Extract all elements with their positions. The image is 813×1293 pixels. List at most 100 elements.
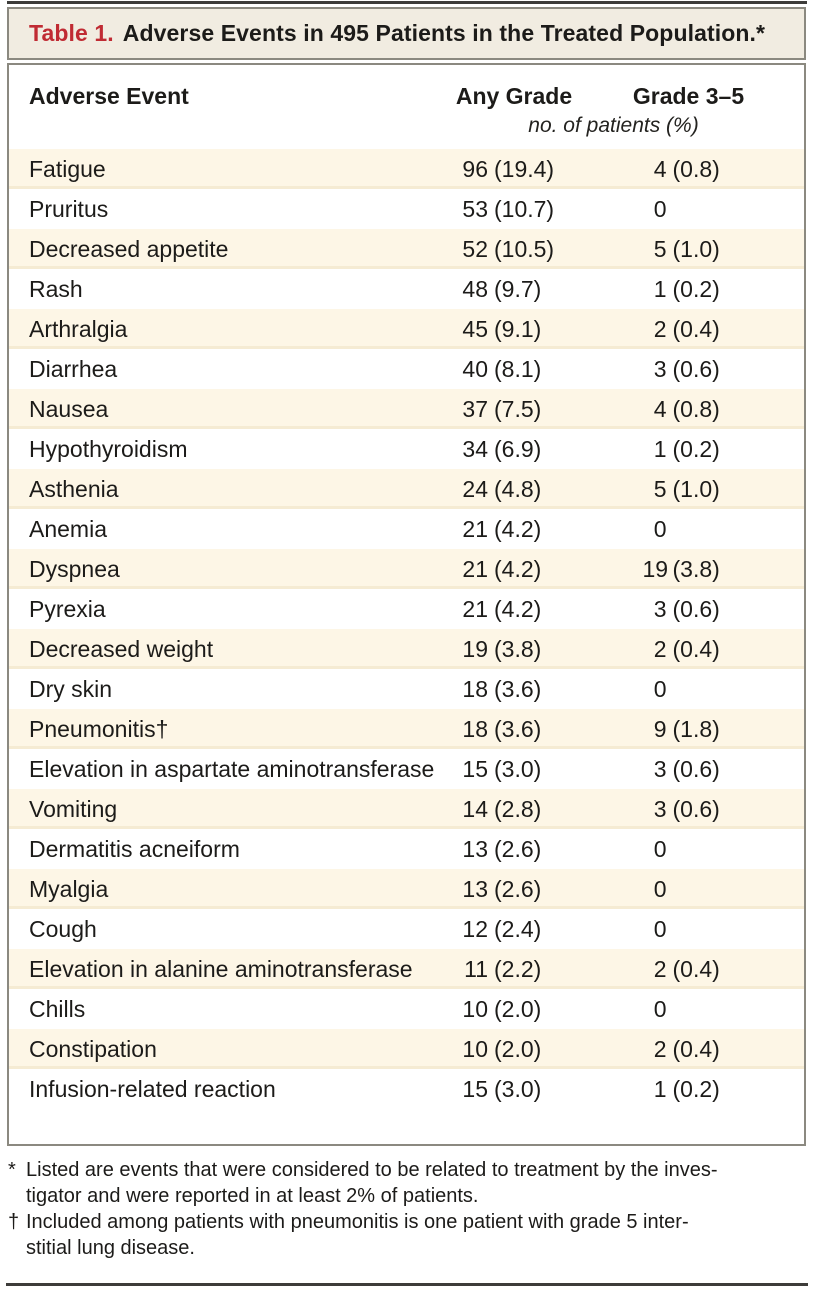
patient-count: 0 (653, 675, 667, 702)
patient-count: 9 (653, 715, 667, 742)
any-grade-cell: 10 (2.0) (439, 1036, 589, 1063)
value-wrap: 10 (2.0) (460, 996, 568, 1023)
adverse-event-cell: Anemia (29, 515, 107, 542)
table-row: Vomiting 14 (2.8) 3 (0.6) (9, 789, 804, 829)
adverse-event-cell: Hypothyroidism (29, 435, 188, 462)
any-grade-cell: 96 (19.4) (439, 156, 589, 183)
patient-count: 34 (462, 435, 488, 462)
any-grade-cell: 13 (2.6) (439, 836, 589, 863)
patient-percent: (3.0) (494, 755, 542, 782)
any-grade-cell: 10 (2.0) (439, 996, 589, 1023)
patient-percent: (3.6) (494, 715, 542, 742)
table-row: Dermatitis acneiform 13 (2.6) 0 (9, 829, 804, 869)
value-wrap: 12 (2.4) (460, 916, 568, 943)
adverse-event-cell: Dry skin (29, 675, 113, 702)
patient-count: 4 (653, 155, 667, 182)
value-wrap: 21 (4.2) (460, 596, 568, 623)
footnote-symbol: * (8, 1159, 16, 1181)
value-wrap: 0 (643, 916, 735, 943)
bottom-rule (6, 1283, 808, 1286)
table-row: Constipation 10 (2.0) 2 (0.4) (9, 1029, 804, 1069)
grade-3-5-cell: 4 (0.8) (589, 396, 788, 423)
patient-count: 10 (462, 995, 488, 1022)
value-wrap: 19 (3.8) (460, 636, 568, 663)
patient-percent: (3.8) (672, 555, 720, 582)
grade-3-5-cell: 5 (1.0) (589, 476, 788, 503)
patient-percent: (0.6) (672, 595, 720, 622)
adverse-event-cell: Chills (29, 995, 86, 1022)
value-wrap: 0 (643, 996, 735, 1023)
any-grade-cell: 11 (2.2) (439, 956, 589, 983)
table-row: Elevation in alanine aminotransferase 11(… (9, 949, 804, 989)
value-wrap: 14 (2.8) (460, 796, 568, 823)
patient-percent: (0.4) (672, 1035, 720, 1062)
patient-count: 0 (653, 195, 667, 222)
any-grade-cell: 37 (7.5) (439, 396, 589, 423)
adverse-event-cell: Dermatitis acneiform (29, 835, 240, 862)
footnote: * Listed are events that were considered … (8, 1157, 809, 1209)
adverse-event-cell: Decreased weight (29, 635, 214, 662)
value-wrap: 0 (643, 876, 735, 903)
value-wrap: 3 (0.6) (643, 356, 735, 383)
any-grade-cell: 18 (3.6) (439, 676, 589, 703)
patient-percent: (0.6) (672, 795, 720, 822)
value-wrap: 13 (2.6) (460, 876, 568, 903)
column-header-any-grade: Any Grade (455, 83, 573, 109)
value-wrap: 37 (7.5) (460, 396, 568, 423)
adverse-event-cell: Asthenia (29, 475, 119, 502)
table-row: Asthenia 24 (4.8) 5 (1.0) (9, 469, 804, 509)
value-wrap: 96 (19.4) (460, 156, 568, 183)
adverse-event-cell: Arthralgia (29, 315, 128, 342)
patient-count: 10 (462, 1035, 488, 1062)
value-wrap: 4 (0.8) (643, 156, 735, 183)
table-row: Infusion-related reaction 15 (3.0) 1 (0.2) (9, 1069, 804, 1109)
any-grade-cell: 21 (4.2) (439, 516, 589, 543)
grade-3-5-cell: 0 (589, 516, 788, 543)
any-grade-cell: 18 (3.6) (439, 716, 589, 743)
value-wrap: 53 (10.7) (460, 196, 568, 223)
patient-count: 37 (462, 395, 488, 422)
patient-count: 2 (653, 315, 667, 342)
value-wrap: 2 (0.4) (643, 316, 735, 343)
footnotes: * Listed are events that were considered … (8, 1157, 809, 1261)
grade-3-5-cell: 3 (0.6) (589, 796, 788, 823)
patient-count: 13 (462, 875, 488, 902)
patient-count: 48 (462, 275, 488, 302)
table-row: Arthralgia 45 (9.1) 2 (0.4) (9, 309, 804, 349)
patient-count: 0 (653, 875, 667, 902)
patient-count: 21 (462, 555, 488, 582)
patient-percent: (4.2) (494, 555, 542, 582)
any-grade-cell: 15 (3.0) (439, 756, 589, 783)
value-wrap: 0 (643, 196, 735, 223)
adverse-event-cell: Dyspnea (29, 555, 120, 582)
patient-percent: (2.2) (494, 955, 542, 982)
grade-3-5-cell: 1 (0.2) (589, 436, 788, 463)
table-row: Pneumonitis† 18 (3.6) 9 (1.8) (9, 709, 804, 749)
table-title-bar: Table 1. Adverse Events in 495 Patients … (7, 7, 806, 60)
patient-percent: (0.4) (672, 315, 720, 342)
table-row: Elevation in aspartate aminotransferase 1… (9, 749, 804, 789)
table-header: Adverse Event Any Grade Grade 3–5 no. of… (9, 65, 804, 149)
any-grade-cell: 21 (4.2) (439, 596, 589, 623)
value-wrap: 15 (3.0) (460, 756, 568, 783)
value-wrap: 5 (1.0) (643, 236, 735, 263)
grade-3-5-cell: 3 (0.6) (589, 756, 788, 783)
patient-percent: (1.8) (672, 715, 720, 742)
adverse-event-cell: Nausea (29, 395, 109, 422)
patient-percent: (6.9) (494, 435, 542, 462)
value-wrap: 1 (0.2) (643, 1076, 735, 1103)
any-grade-cell: 15 (3.0) (439, 1076, 589, 1103)
patient-count: 19 (462, 635, 488, 662)
value-wrap: 1 (0.2) (643, 276, 735, 303)
table-row: Cough 12 (2.4) 0 (9, 909, 804, 949)
footnote-symbol: † (8, 1211, 20, 1233)
patient-count: 18 (462, 715, 488, 742)
patient-percent: (0.6) (672, 755, 720, 782)
footnote-line: tigator and were reported in at least 2%… (26, 1185, 479, 1207)
table-row: Decreased appetite 52 (10.5) 5 (1.0) (9, 229, 804, 269)
table-row: Rash 48 (9.7) 1 (0.2) (9, 269, 804, 309)
adverse-event-cell: Elevation in aspartate aminotransferase (29, 755, 435, 782)
any-grade-cell: 45 (9.1) (439, 316, 589, 343)
any-grade-cell: 48 (9.7) (439, 276, 589, 303)
